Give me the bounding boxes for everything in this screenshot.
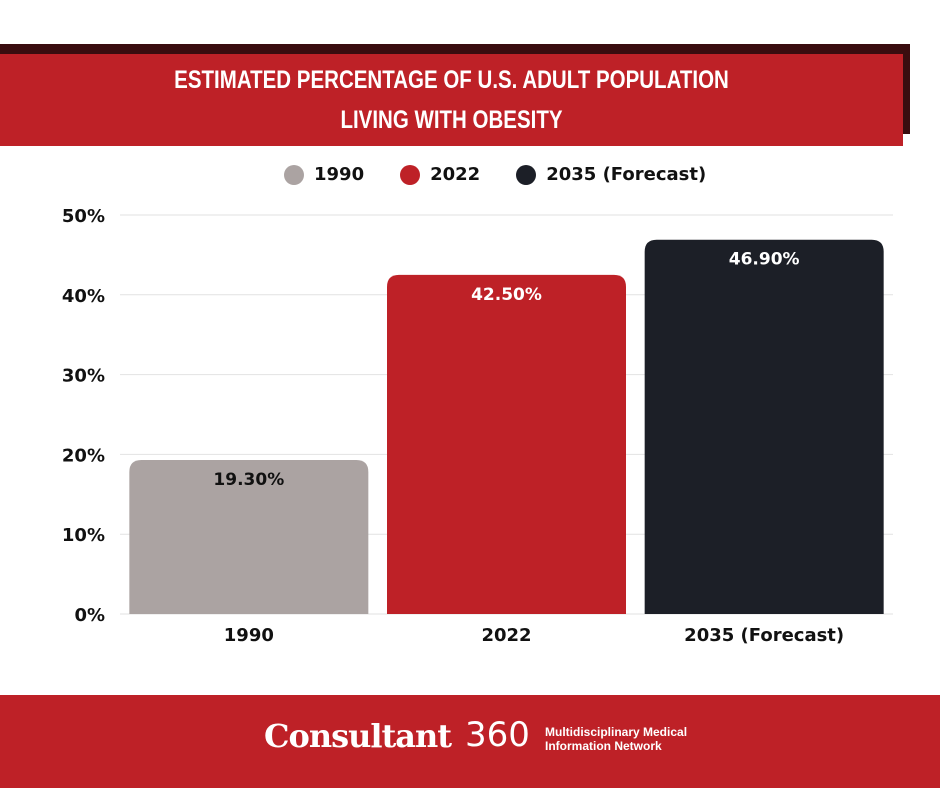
legend-label: 2022 [430,164,481,185]
data-label: 46.90% [729,250,800,270]
legend-swatch [400,164,421,185]
legend-swatch [284,164,304,185]
chart-title-line1: ESTIMATED PERCENTAGE OF U.S. ADULT POPUL… [174,66,729,94]
chart-title-line2: LIVING WITH OBESITY [340,106,563,134]
y-tick-label: 10% [62,525,105,546]
brand-logo-number: 360 [465,715,530,755]
y-tick-label: 40% [62,286,105,307]
legend-label: 2035 (Forecast) [546,164,707,185]
bar-1990 [129,459,369,614]
y-tick-label: 50% [62,206,105,227]
brand-logo-text: Consultant [264,717,452,755]
bar-2022 [387,274,626,614]
y-tick-label: 30% [62,366,105,387]
y-tick-label: 0% [74,605,105,626]
x-tick-label: 2022 [481,625,531,646]
bar-2035 (Forecast) [644,239,884,614]
x-tick-label: 2035 (Forecast) [684,625,844,646]
x-tick-label: 1990 [224,625,274,646]
legend-item-1990: 1990 [284,164,364,185]
legend-item-2022: 2022 [400,164,480,185]
legend: 1990 2022 2035 (Forecast) [284,164,742,185]
legend-item-2035: 2035 (Forecast) [516,164,706,185]
legend-label: 1990 [314,164,365,185]
tagline-line2: Information Network [545,739,662,753]
bar-chart: 0% 10% 20% 30% 40% 50% 19.30% 1990 42.50% 2022 46.… [62,206,893,646]
data-label: 19.30% [213,470,284,490]
title-banner: ESTIMATED PERCENTAGE OF U.S. ADULT POPUL… [0,54,903,146]
footer: Consultant 360 Multidisciplinary Medical… [0,695,940,788]
y-tick-label: 20% [62,445,105,466]
legend-swatch [516,164,537,185]
data-label: 42.50% [471,285,542,305]
tagline: Multidisciplinary Medical Information Net… [545,725,687,753]
tagline-line1: Multidisciplinary Medical [545,725,688,739]
